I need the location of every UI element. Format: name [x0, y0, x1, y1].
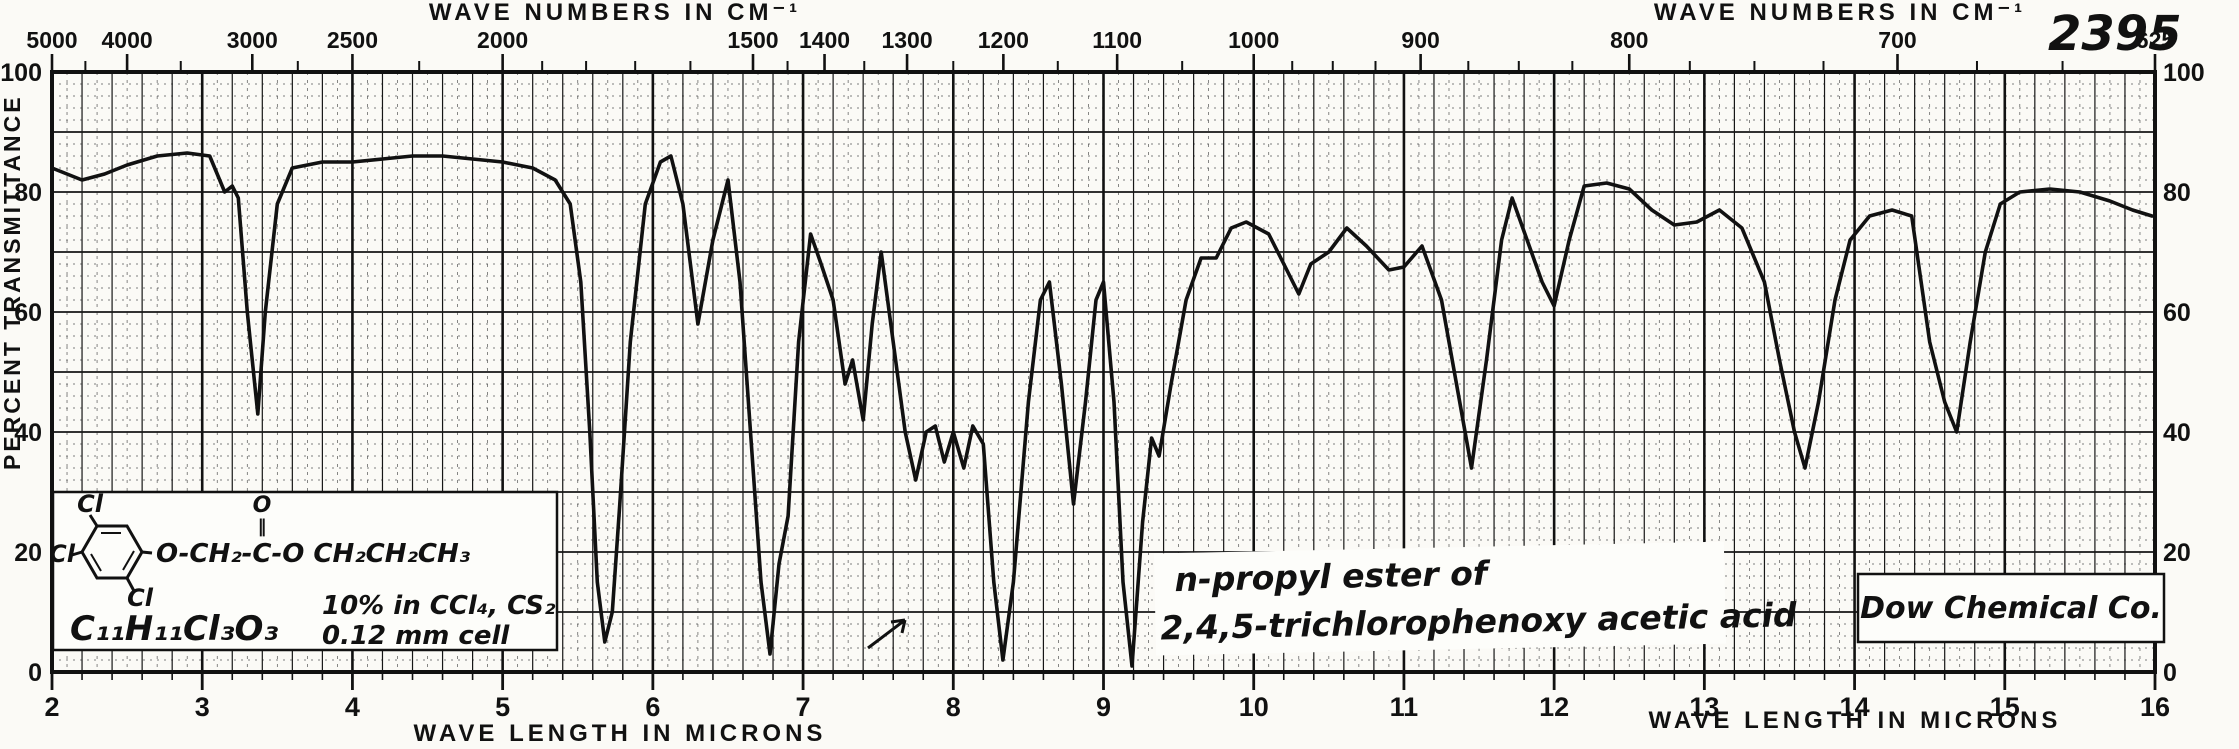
ester-chain-label: O-CH₂-C-O CH₂CH₂CH₃: [156, 539, 471, 569]
sample-conditions-1: 10% in CCl₄, CS₂: [322, 591, 556, 621]
svg-text:6: 6: [645, 692, 660, 722]
structure-box: Cl Cl Cl O-CH₂-C-O CH₂CH₂CH₃ O ‖ C₁₁H₁₁C…: [49, 490, 559, 652]
substituent-bottom-label: Cl: [127, 584, 154, 612]
svg-text:14: 14: [1840, 692, 1870, 722]
svg-text:1100: 1100: [1092, 27, 1142, 53]
svg-text:700: 700: [1878, 27, 1916, 53]
svg-text:3000: 3000: [227, 27, 278, 53]
pen-arrow-mark: [867, 618, 907, 650]
spectrum-curve: [50, 151, 2154, 668]
svg-text:9: 9: [1096, 692, 1111, 722]
compound-name-line1: n-propyl ester of: [1174, 554, 1491, 600]
bottom-axis-title-right: WAVE LENGTH IN MICRONS: [1649, 707, 2062, 734]
svg-text:20: 20: [14, 539, 42, 567]
svg-text:2: 2: [44, 692, 59, 722]
benzene-ring: [71, 514, 153, 592]
percent-axis: 100 100 80 80 60 60 40 40 20 20 0 0: [0, 59, 2204, 687]
svg-text:5000: 5000: [26, 27, 77, 53]
annotations-layer: Cl Cl Cl O-CH₂-C-O CH₂CH₂CH₃ O ‖ C₁₁H₁₁C…: [49, 490, 2166, 656]
svg-text:8: 8: [946, 692, 961, 722]
svg-text:60: 60: [2163, 299, 2191, 327]
carbonyl-oxygen-label: O: [253, 493, 272, 518]
structure-box-frame: [51, 490, 559, 652]
svg-text:60: 60: [14, 299, 42, 327]
svg-text:10: 10: [1239, 692, 1269, 722]
substituent-left-label: Cl: [49, 540, 76, 568]
svg-text:40: 40: [2163, 419, 2191, 447]
svg-text:0: 0: [2163, 659, 2177, 687]
molecular-formula: C₁₁H₁₁Cl₃O₃: [70, 609, 278, 649]
svg-text:12: 12: [1539, 692, 1569, 722]
svg-text:7: 7: [796, 692, 811, 722]
company-box-frame: [1856, 572, 2166, 644]
spectrum-number: 2395: [2048, 6, 2182, 62]
compound-name-annotation: n-propyl ester of 2,4,5-trichlorophenoxy…: [1153, 541, 1797, 656]
substituent-top-label: Cl: [77, 490, 104, 518]
top-axis-title-left: WAVE NUMBERS IN CM⁻¹: [429, 0, 801, 26]
svg-text:1400: 1400: [799, 27, 850, 53]
svg-text:900: 900: [1401, 27, 1439, 53]
svg-text:1000: 1000: [1228, 27, 1279, 53]
svg-text:3: 3: [195, 692, 210, 722]
svg-text:4000: 4000: [102, 27, 153, 53]
svg-text:80: 80: [14, 179, 42, 207]
svg-text:5: 5: [495, 692, 510, 722]
svg-text:15: 15: [1990, 692, 2020, 722]
bottom-axis-title-left: WAVE LENGTH IN MICRONS: [414, 720, 827, 747]
svg-text:11: 11: [1390, 692, 1419, 722]
company-box: Dow Chemical Co.: [1856, 572, 2166, 644]
svg-text:40: 40: [14, 419, 42, 447]
svg-text:20: 20: [2163, 539, 2191, 567]
svg-text:2500: 2500: [327, 27, 378, 53]
y-axis-title: PERCENT TRANSMITTANCE: [0, 94, 25, 470]
svg-text:800: 800: [1610, 27, 1648, 53]
top-axis: 5000 4000 3000 2500 2000 1500 1400 1300 1200 1100…: [26, 27, 2174, 72]
svg-text:625: 625: [2136, 27, 2175, 53]
svg-text:1300: 1300: [881, 27, 932, 53]
compound-name-patch: [1153, 541, 1726, 656]
carbonyl-double-bond: ‖: [258, 516, 267, 537]
top-axis-title-right: WAVE NUMBERS IN CM⁻¹: [1654, 0, 2026, 26]
company-label: Dow Chemical Co.: [1860, 591, 2162, 626]
bottom-axis: 2 3 4 5 6 7 8 9 10 11 12 13 14 15 16: [44, 672, 2170, 722]
svg-text:0: 0: [28, 659, 42, 687]
svg-text:1200: 1200: [978, 27, 1029, 53]
svg-text:4: 4: [345, 692, 360, 722]
svg-text:13: 13: [1689, 692, 1719, 722]
svg-text:2000: 2000: [477, 27, 528, 53]
sample-conditions-2: 0.12 mm cell: [322, 621, 510, 651]
svg-text:16: 16: [2140, 692, 2170, 722]
svg-text:100: 100: [0, 59, 42, 87]
svg-text:1500: 1500: [727, 27, 778, 53]
svg-text:100: 100: [2163, 59, 2205, 87]
svg-text:80: 80: [2163, 179, 2191, 207]
